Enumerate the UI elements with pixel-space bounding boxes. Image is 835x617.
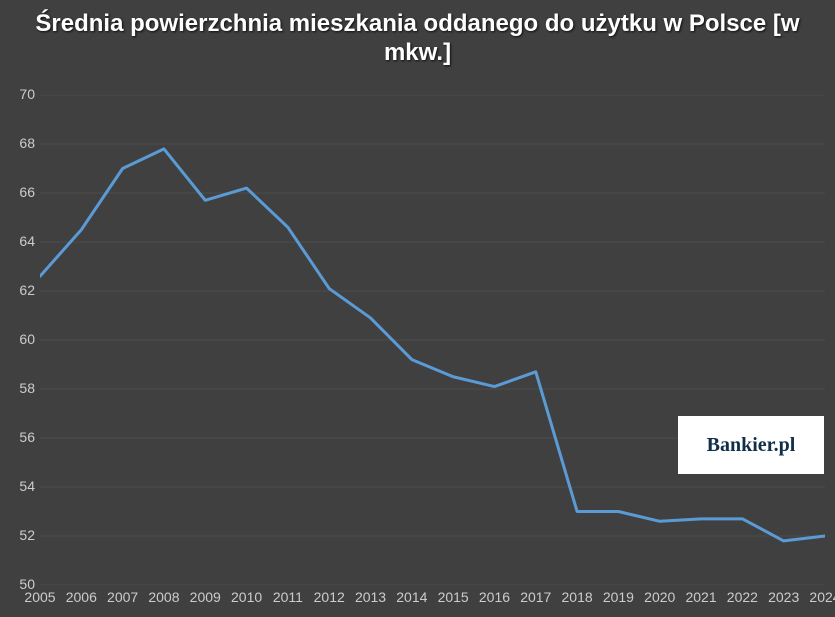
x-tick-label: 2008 xyxy=(148,589,179,605)
y-tick-label: 60 xyxy=(5,331,35,347)
x-tick-label: 2021 xyxy=(685,589,716,605)
x-tick-label: 2007 xyxy=(107,589,138,605)
y-tick-label: 62 xyxy=(5,282,35,298)
brand-logo: Bankier.pl xyxy=(678,416,824,474)
x-tick-label: 2012 xyxy=(314,589,345,605)
x-tick-label: 2005 xyxy=(24,589,55,605)
y-tick-label: 68 xyxy=(5,135,35,151)
x-tick-label: 2020 xyxy=(644,589,675,605)
x-tick-label: 2017 xyxy=(520,589,551,605)
x-tick-label: 2022 xyxy=(727,589,758,605)
y-tick-label: 64 xyxy=(5,233,35,249)
y-tick-label: 66 xyxy=(5,184,35,200)
x-tick-label: 2009 xyxy=(190,589,221,605)
chart-title: Średnia powierzchnia mieszkania oddanego… xyxy=(0,10,835,68)
x-tick-label: 2016 xyxy=(479,589,510,605)
x-tick-label: 2015 xyxy=(438,589,469,605)
x-tick-label: 2018 xyxy=(562,589,593,605)
x-tick-label: 2006 xyxy=(66,589,97,605)
y-tick-label: 70 xyxy=(5,86,35,102)
y-tick-label: 58 xyxy=(5,380,35,396)
x-tick-label: 2010 xyxy=(231,589,262,605)
x-tick-label: 2019 xyxy=(603,589,634,605)
x-tick-label: 2014 xyxy=(396,589,427,605)
x-tick-label: 2011 xyxy=(273,589,303,605)
chart-plot-area xyxy=(40,95,825,585)
y-tick-label: 56 xyxy=(5,429,35,445)
x-tick-label: 2024 xyxy=(809,589,835,605)
brand-text: Bankier.pl xyxy=(707,434,796,457)
y-tick-label: 54 xyxy=(5,478,35,494)
x-tick-label: 2013 xyxy=(355,589,386,605)
x-tick-label: 2023 xyxy=(768,589,799,605)
chart-container: Średnia powierzchnia mieszkania oddanego… xyxy=(0,0,835,617)
y-tick-label: 52 xyxy=(5,527,35,543)
